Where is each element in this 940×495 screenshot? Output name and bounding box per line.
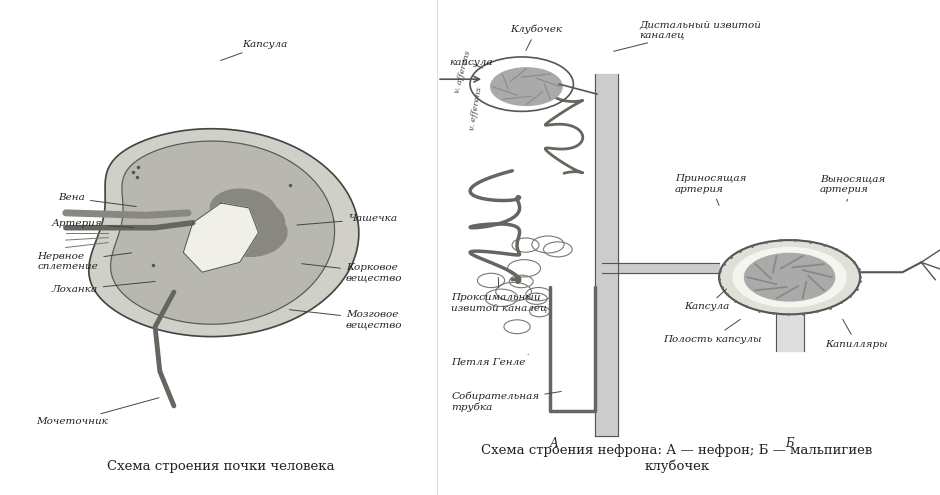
Text: Капсула: Капсула [221,40,288,60]
Polygon shape [88,129,359,337]
Text: Собирательная
трубка: Собирательная трубка [451,392,561,412]
Text: Чашечка: Чашечка [297,214,397,225]
Text: Капилляры: Капилляры [825,319,888,348]
Text: Схема строения нефрона: А — нефрон; Б — мальпигиев
клубочек: Схема строения нефрона: А — нефрон; Б — … [481,444,872,473]
Text: Приносящая
артерия: Приносящая артерия [675,174,746,205]
Text: Выносящая
артерия: Выносящая артерия [820,174,885,201]
Text: Дистальный извитой
каналец: Дистальный извитой каналец [614,20,761,51]
Text: Капсула: Капсула [684,289,729,311]
Text: Лоханка: Лоханка [52,282,155,294]
Circle shape [719,240,860,314]
Text: Б: Б [785,438,794,450]
Ellipse shape [211,189,276,233]
Text: А: А [550,438,559,450]
Text: Нервное
сплетение: Нервное сплетение [38,251,132,271]
Circle shape [744,253,835,301]
Text: Проксимальный
извитой каналец: Проксимальный извитой каналец [451,278,547,313]
Text: Артерия: Артерия [52,219,133,228]
Text: капсула: капсула [449,58,493,68]
Text: Петля Генле: Петля Генле [451,354,528,367]
Text: Схема строения почки человека: Схема строения почки человека [107,460,335,473]
Text: Клубочек: Клубочек [510,25,562,50]
Text: v. afferens: v. afferens [453,50,472,94]
Circle shape [733,248,846,307]
Polygon shape [111,141,335,324]
Circle shape [491,68,562,105]
Ellipse shape [220,212,287,256]
Text: Полость капсулы: Полость капсулы [663,319,761,344]
Text: v. efferens: v. efferens [468,87,483,131]
Text: Мочеточник: Мочеточник [36,397,159,426]
Text: Вена: Вена [58,194,136,206]
Text: Мозговое
вещество: Мозговое вещество [290,309,402,329]
Text: Корковое
вещество: Корковое вещество [302,262,402,282]
Ellipse shape [219,200,285,245]
Polygon shape [183,203,258,272]
